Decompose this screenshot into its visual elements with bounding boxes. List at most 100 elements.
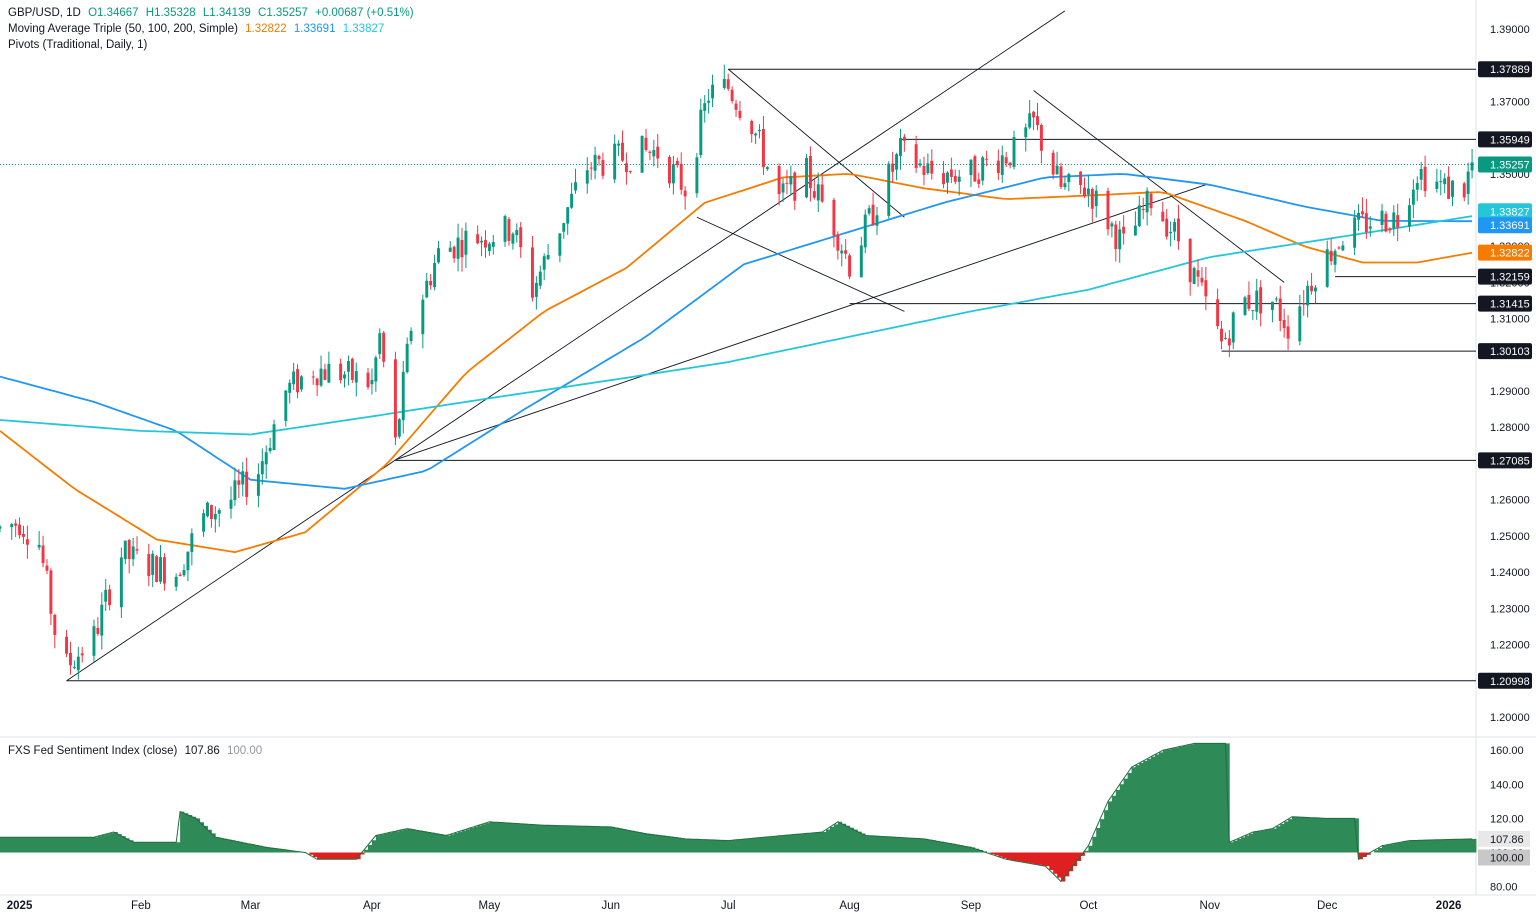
time-tick-label: Oct	[1079, 900, 1098, 912]
candle-body	[1145, 190, 1149, 213]
candle-body	[108, 589, 112, 606]
candle-body	[1243, 297, 1247, 315]
candle-body	[37, 544, 41, 548]
candle-body	[366, 372, 370, 388]
candle-body	[1396, 215, 1400, 228]
candle-body	[327, 363, 331, 383]
candle-body	[754, 133, 758, 136]
candle-body	[229, 499, 233, 509]
oscillator-value-tag	[1478, 830, 1530, 847]
candle-body	[793, 172, 797, 201]
candle-body	[503, 216, 507, 242]
time-tick-label: Nov	[1200, 900, 1221, 912]
candle-body	[546, 254, 550, 260]
price-level-tag	[1478, 452, 1532, 469]
candle-body	[730, 89, 734, 102]
candle-body	[1247, 294, 1251, 309]
candle-body	[1196, 270, 1200, 277]
pivots-legend[interactable]: Pivots (Traditional, Daily, 1)	[8, 39, 151, 51]
candle-body	[18, 524, 22, 536]
candle-body	[969, 159, 973, 176]
candle-body	[738, 110, 742, 118]
candle-body	[409, 330, 413, 342]
candle-body	[1141, 208, 1145, 211]
candle-body	[1329, 250, 1333, 262]
candle-body	[867, 208, 871, 214]
candle-body	[127, 540, 131, 559]
price-axis[interactable]: 1.390001.370001.350001.340001.330001.320…	[1478, 24, 1532, 894]
candle-body	[1161, 211, 1165, 222]
candle-body	[1036, 116, 1039, 126]
ma-legend[interactable]: Moving Average Triple (50, 100, 200, Sim…	[8, 23, 388, 35]
candle-body	[785, 182, 789, 184]
candle-body	[1310, 285, 1314, 292]
candle-body	[530, 247, 534, 298]
candle-body	[1282, 319, 1286, 329]
candle-body	[41, 545, 45, 564]
candle-body	[832, 199, 836, 236]
candle-body	[92, 626, 96, 656]
candle-body	[1231, 312, 1235, 343]
candle-body	[456, 237, 460, 259]
candle-body	[49, 570, 53, 614]
candle-body	[241, 471, 245, 485]
candle-body	[76, 656, 80, 671]
candle-body	[621, 142, 624, 161]
candle-body	[1333, 250, 1337, 265]
candle-body	[1443, 178, 1447, 185]
candle-body	[1173, 222, 1177, 232]
candle-body	[288, 382, 292, 393]
candle-body	[1462, 183, 1466, 198]
candle-body	[1118, 229, 1122, 250]
candle-body	[761, 129, 765, 168]
candle-body	[589, 167, 593, 169]
candle-body	[96, 627, 100, 634]
candle-body	[656, 146, 660, 159]
candle-body	[534, 282, 538, 297]
candle-body	[703, 103, 707, 111]
candle-body	[437, 248, 440, 263]
candle-body	[1353, 217, 1357, 248]
candle-body	[135, 549, 139, 551]
candle-body	[319, 368, 323, 386]
price-level-label: 1.35949	[1490, 134, 1530, 146]
candle-body	[562, 223, 566, 232]
candle-body	[1008, 162, 1012, 166]
candle-body	[343, 374, 346, 379]
time-tick-label: Feb	[131, 900, 151, 912]
close-value: C1.35257	[258, 7, 308, 19]
candle-body	[1270, 301, 1274, 310]
price-tick-label: 1.37000	[1490, 96, 1530, 108]
symbol-title: GBP/USD, 1D	[8, 7, 81, 19]
candle-body	[805, 158, 808, 198]
time-axis[interactable]: 2025 Feb Mar Apr May Jun Jul Aug Sep Oct Nov Dec 202…	[7, 900, 1462, 912]
candle-body	[425, 280, 429, 298]
time-tick-label: May	[479, 900, 501, 912]
candle-body	[1165, 218, 1169, 237]
candle-body	[812, 191, 816, 198]
symbol-legend[interactable]: GBP/USD, 1D O1.34667 H1.35328 L1.34139 C…	[8, 7, 418, 19]
candle-body	[1255, 290, 1259, 312]
candle-body	[299, 376, 303, 390]
candle-body	[1216, 299, 1220, 327]
oscillator-line	[0, 742, 1473, 883]
candle-body	[233, 480, 237, 500]
candle-body	[1079, 171, 1083, 185]
price-level-tag	[1478, 131, 1532, 148]
candle-body	[891, 163, 895, 172]
oscillator-base-label: 100.00	[1490, 853, 1524, 865]
candle-body	[1223, 337, 1227, 339]
candle-body	[644, 137, 648, 150]
fed-sentiment-oscillator	[0, 742, 1477, 883]
price-level-tag	[1478, 295, 1532, 312]
candle-body	[1364, 213, 1368, 232]
candlesticks	[0, 64, 1474, 680]
oscillator-legend[interactable]: FXS Fed Sentiment Index (close) 107.86 1…	[8, 745, 266, 757]
candle-body	[1192, 267, 1196, 285]
candle-body	[1341, 245, 1345, 251]
candle-body	[758, 130, 762, 132]
candle-body	[476, 234, 480, 244]
price-tick-label: 1.20000	[1490, 712, 1530, 724]
candle-body	[1024, 127, 1028, 138]
